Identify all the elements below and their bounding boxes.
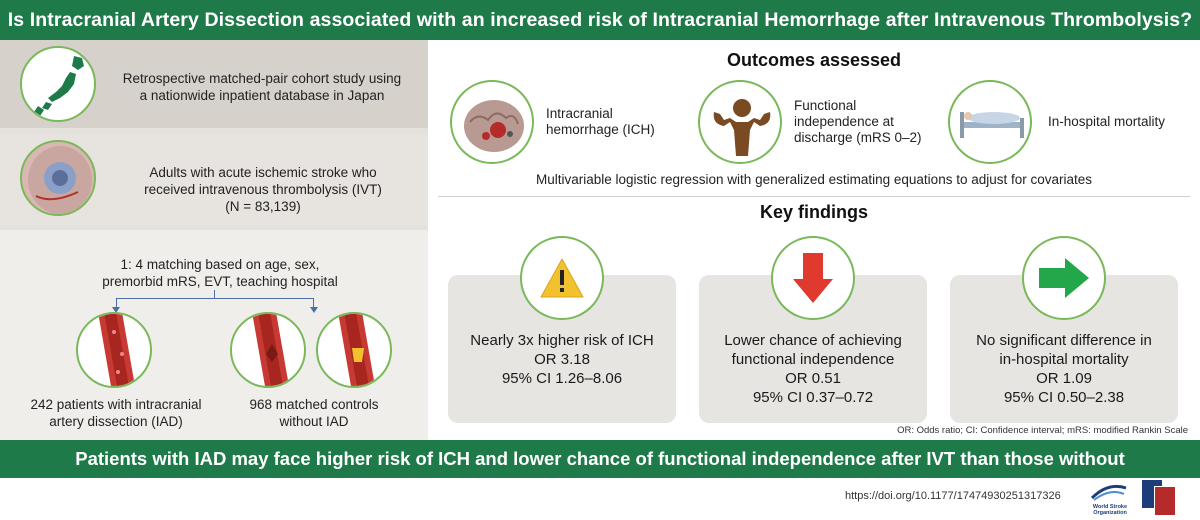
brain-hemorrhage-icon [450,80,534,164]
arrowhead-iad [112,307,120,313]
header-bar: Is Intracranial Artery Dissection associ… [0,0,1200,40]
iad-group-line: artery dissection (IAD) [49,414,183,429]
study-design-panel: Retrospective matched-pair cohort study … [0,40,428,440]
finding-line: 95% CI 0.37–0.72 [752,389,874,406]
key-findings-title: Key findings [759,202,868,222]
matching-bracket [116,298,314,308]
arrow-down-icon [771,236,855,320]
conclusion-bar: Patients with IAD may face higher risk o… [0,440,1200,478]
finding-card-text: No significant difference in in-hospital… [950,331,1178,407]
page-title: Is Intracranial Artery Dissection associ… [7,8,1193,31]
matching-text: 1: 4 matching based on age, sex, premorb… [60,256,380,290]
study-design-line: a nationwide inpatient database in Japan [139,88,385,103]
results-panel: Outcomes assessed Intracranial hemorrhag… [428,40,1200,440]
matching-line: 1: 4 matching based on age, sex, [120,257,320,272]
finding-line: 95% CI 1.26–8.06 [501,370,623,387]
finding-line: No significant difference in [976,332,1152,349]
iad-group-text: 242 patients with intracranial artery di… [4,396,228,430]
matching-line: premorbid mRS, EVT, teaching hospital [102,274,338,289]
study-design-line: Retrospective matched-pair cohort study … [122,71,402,86]
controls-group-line: 968 matched controls [249,397,379,412]
section-divider [438,196,1190,197]
control-artery-icon [230,312,306,388]
functional-outcome-line: Functional [794,98,857,113]
finding-card-functional: Lower chance of achieving functional ind… [699,275,927,423]
ich-outcome-text: Intracranial hemorrhage (ICH) [546,106,655,138]
conclusion-text: Patients with IAD may face higher risk o… [75,448,1125,469]
world-stroke-organization-logo: World Stroke Organization [1086,482,1130,516]
finding-card-text: Lower chance of achieving functional ind… [699,331,927,407]
bracket-stem [214,290,216,298]
study-design-text: Retrospective matched-pair cohort study … [104,70,420,104]
iad-group-line: 242 patients with intracranial [30,397,202,412]
abbreviations-footnote: OR: Odds ratio; CI: Confidence interval;… [897,425,1188,436]
method-text: Multivariable logistic regression with g… [535,172,1093,187]
wso-logo-name: World Stroke Organization [1092,504,1128,516]
functional-outcome-text: Functional independence at discharge (mR… [794,98,922,146]
finding-line: Lower chance of achieving [724,332,902,349]
ich-outcome-line: hemorrhage (ICH) [546,122,655,137]
finding-line: OR 0.51 [785,370,841,387]
finding-line: in-hospital mortality [999,351,1129,368]
finding-line: functional independence [731,351,895,368]
population-line: (N = 83,139) [225,199,301,214]
finding-line: 95% CI 0.50–2.38 [1003,389,1125,406]
thrombus-artery-icon [316,312,392,388]
population-line: Adults with acute ischemic stroke who [149,165,377,180]
doi-link[interactable]: https://doi.org/10.1177/1747493025131732… [845,490,1061,502]
mortality-outcome-text: In-hospital mortality [1048,114,1166,129]
functional-outcome-line: independence at [794,114,894,129]
ich-outcome-line: Intracranial [546,106,613,121]
population-text: Adults with acute ischemic stroke who re… [118,164,408,215]
controls-group-text: 968 matched controls without IAD [214,396,414,430]
controls-group-line: without IAD [279,414,349,429]
finding-card-text: Nearly 3x higher risk of ICH OR 3.18 95%… [448,331,676,388]
finding-line: OR 1.09 [1036,370,1092,387]
hospital-bed-icon [948,80,1032,164]
japan-map-icon [20,46,96,122]
brain-scan-icon [20,140,96,216]
arrow-right-icon [1022,236,1106,320]
population-line: received intravenous thrombolysis (IVT) [144,182,382,197]
strong-person-icon [698,80,782,164]
journal-cover-front [1154,486,1176,516]
functional-outcome-line: discharge (mRS 0–2) [794,130,922,145]
finding-line: Nearly 3x higher risk of ICH [470,332,654,349]
warning-icon [520,236,604,320]
outcomes-title: Outcomes assessed [726,50,902,70]
iad-artery-icon [76,312,152,388]
finding-line: OR 3.18 [534,351,590,368]
journal-cover-icon [1142,480,1178,518]
arrowhead-controls [310,307,318,313]
